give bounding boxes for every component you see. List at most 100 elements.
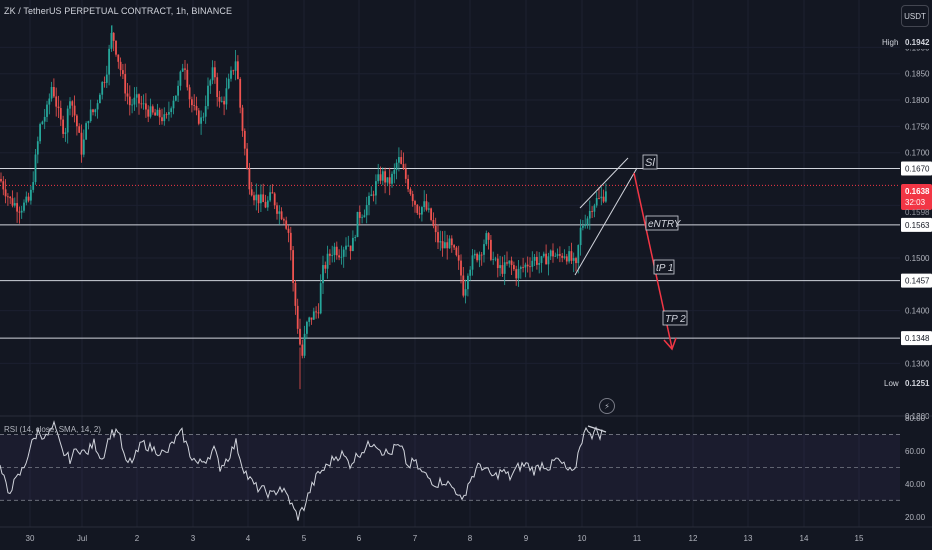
candle-body-112	[257, 194, 260, 204]
price-axis[interactable]: 0.19000.18500.18000.17500.17000.16000.15…	[905, 43, 930, 421]
candle-body-46	[105, 74, 108, 83]
candle-body-11	[25, 196, 28, 203]
annotation-entry[interactable]: eNTRY	[645, 215, 682, 231]
candle-body-123	[283, 219, 285, 221]
candle-body-215	[494, 258, 497, 260]
candle-body-254	[584, 224, 587, 227]
symbol-title[interactable]: ZK / TetherUS PERPETUAL CONTRACT, 1h, BI…	[4, 6, 233, 16]
candle-body-48	[110, 32, 113, 49]
candle-body-191	[439, 241, 442, 243]
candle-body-224	[515, 269, 518, 279]
price-tick-7: 0.1400	[905, 307, 930, 316]
channel-lower-line[interactable]	[574, 167, 638, 276]
high-label: High	[882, 38, 898, 47]
candle-body-153	[352, 237, 354, 252]
candle-body-56	[128, 96, 131, 106]
candle-body-12	[27, 196, 30, 201]
candle-body-80	[184, 68, 186, 70]
candle-body-147	[338, 255, 340, 258]
annotation-tp2-text: TP 2	[665, 314, 686, 325]
rsi-legend[interactable]: RSI (14, close, SMA, 14, 2)	[4, 425, 101, 434]
candle-body-218	[501, 265, 504, 274]
candle-body-125	[287, 228, 290, 233]
candle-body-263	[605, 191, 607, 202]
candle-body-43	[99, 94, 101, 104]
time-label-0: 30	[26, 534, 35, 543]
time-axis[interactable]: 30 Jul 2 3 4 5 6 7 8 9 10 11 12 13 14 15	[26, 534, 864, 543]
candle-body-164	[377, 174, 380, 182]
candle-body-199	[457, 255, 460, 261]
candle-body-229	[526, 264, 529, 267]
candle-body-148	[340, 256, 343, 258]
candle-body-244	[561, 255, 564, 258]
candle-body-185	[425, 201, 428, 210]
candle-body-261	[600, 196, 603, 199]
rsi-tick-2: 40.00	[905, 480, 926, 489]
candle-body-1	[2, 181, 5, 190]
candle-body-72	[165, 114, 168, 116]
candle-body-234	[538, 262, 541, 265]
candle-body-232	[533, 256, 536, 261]
candle-body-109	[250, 189, 253, 196]
candle-body-144	[331, 254, 334, 256]
candle-body-37	[85, 123, 87, 140]
lightning-icon[interactable]: ⚡	[599, 398, 615, 414]
candle-body-77	[177, 85, 179, 96]
candle-body-117	[269, 192, 271, 201]
candle-body-19	[43, 116, 46, 122]
channel-upper-line[interactable]	[579, 157, 629, 209]
candle-body-89	[204, 106, 207, 117]
candle-body-256	[588, 210, 591, 219]
candle-body-171	[393, 169, 396, 174]
candle-body-186	[427, 208, 430, 210]
price-tick-4: 0.1700	[905, 149, 930, 158]
candle-body-62	[142, 103, 145, 105]
candle-body-79	[181, 68, 184, 72]
candle-body-25	[57, 106, 60, 109]
candle-body-227	[522, 267, 524, 268]
candle-body-36	[82, 139, 85, 155]
candle-body-34	[78, 126, 81, 133]
rsi-axis[interactable]: 80.00 60.00 40.00 20.00	[905, 414, 926, 522]
rsi-tick-1: 60.00	[905, 447, 926, 456]
annotation-tp2[interactable]: TP 2	[662, 310, 688, 326]
candle-body-70	[161, 117, 163, 122]
low-label: Low	[884, 379, 899, 388]
candle-body-15	[34, 154, 37, 183]
candle-body-188	[432, 219, 435, 227]
candle-body-3	[7, 196, 9, 198]
level-tag-bg-3	[901, 331, 932, 346]
horizontal-levels[interactable]	[0, 168, 900, 339]
candle-body-17	[39, 124, 41, 142]
candle-body-10	[23, 202, 25, 211]
candle-body-4	[9, 196, 12, 199]
candle-body-259	[595, 198, 598, 206]
annotation-sl[interactable]: Sl	[642, 154, 658, 170]
annotation-tp1[interactable]: tP 1	[653, 259, 675, 275]
candle-body-207	[476, 253, 478, 261]
rsi-divergence-line[interactable]	[587, 425, 607, 433]
candle-body-126	[289, 232, 292, 251]
candle-body-228	[524, 264, 527, 268]
candle-body-159	[365, 205, 368, 216]
time-label-9: 9	[524, 534, 529, 543]
rising-channel[interactable]	[574, 157, 638, 276]
currency-button[interactable]: USDT	[901, 5, 929, 27]
candle-body-98	[225, 88, 228, 105]
candle-body-90	[207, 85, 209, 107]
candle-body-143	[329, 253, 331, 256]
candle-body-192	[441, 241, 444, 249]
rsi-tick-0: 80.00	[905, 414, 926, 423]
candle-body-213	[490, 239, 492, 260]
candle-body-248	[570, 251, 573, 261]
candle-body-181	[416, 204, 419, 214]
candle-body-175	[402, 163, 405, 169]
level-tag-bg-1	[901, 217, 932, 232]
candle-body-241	[554, 255, 557, 257]
candle-body-45	[103, 82, 106, 83]
candle-body-33	[76, 115, 78, 127]
candle-body-203	[467, 275, 469, 290]
candle-body-120	[276, 205, 278, 214]
candle-body-220	[506, 262, 508, 264]
